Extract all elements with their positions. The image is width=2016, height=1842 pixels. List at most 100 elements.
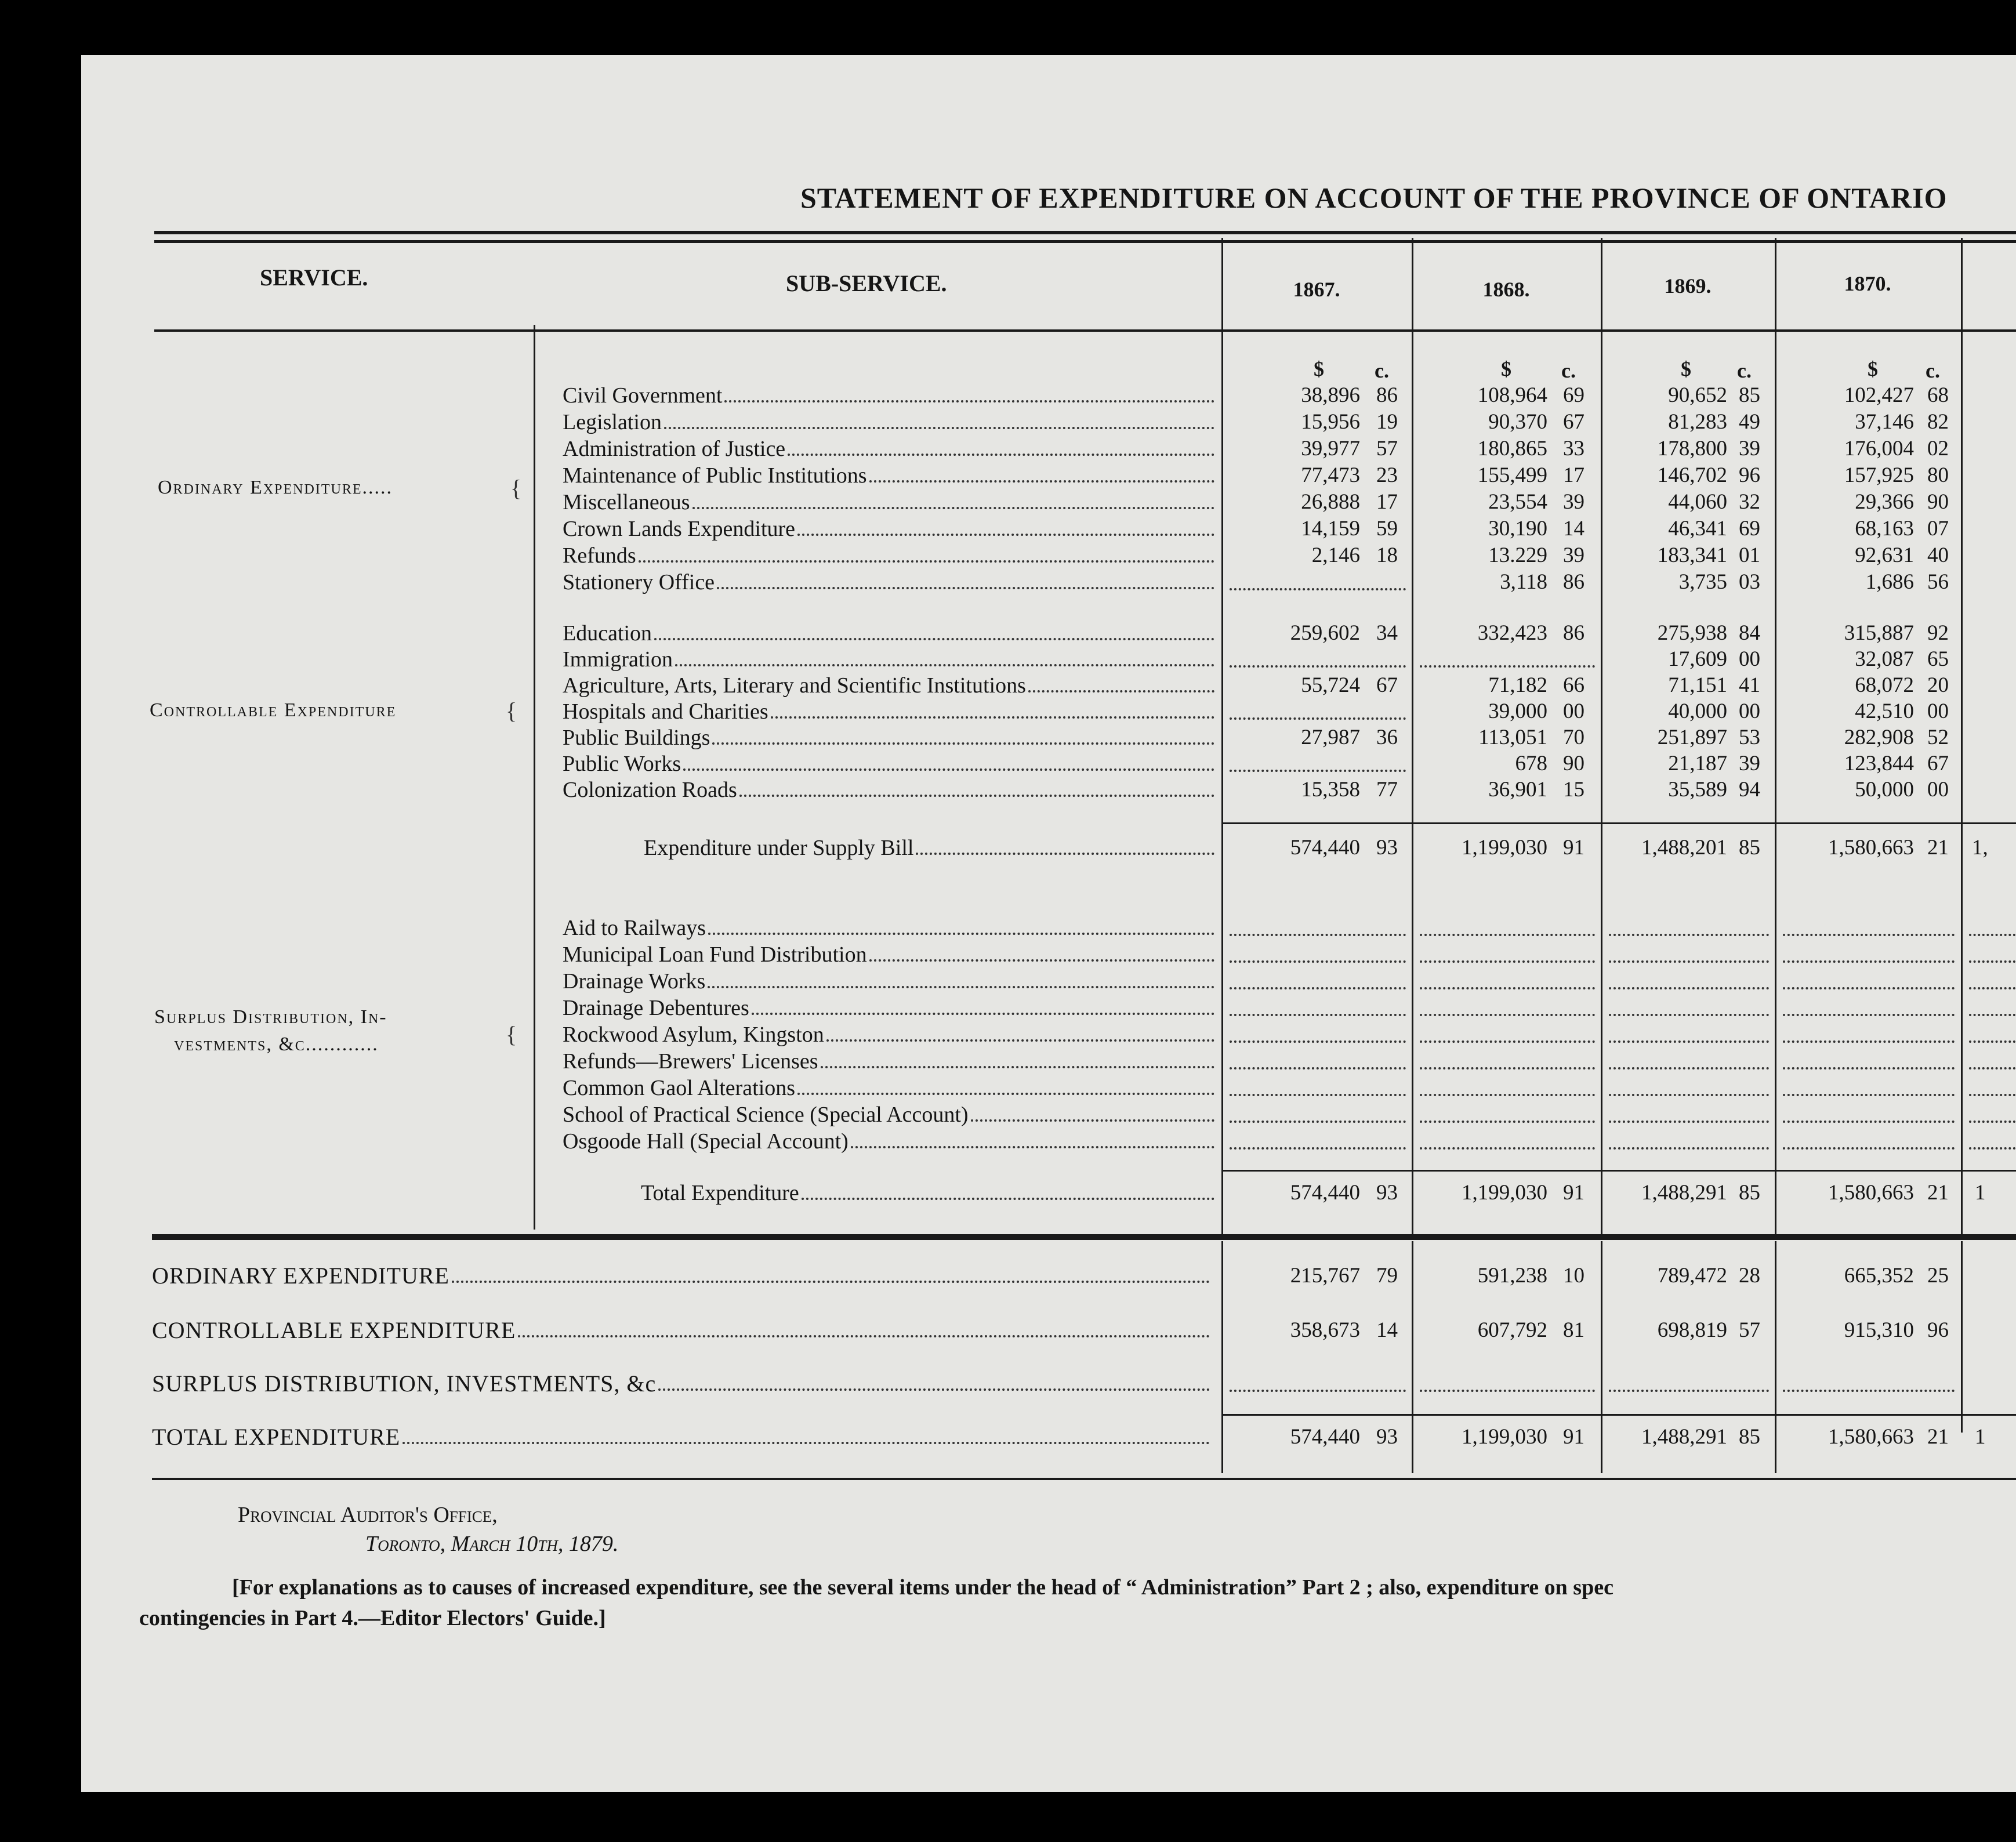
amount-dollars: 178,800 <box>1657 437 1727 460</box>
column-divider <box>1412 238 1413 1235</box>
amount-cents: 59 <box>1376 517 1398 541</box>
amount-dollars: 30,190 <box>1488 517 1547 541</box>
amount-cents: 00 <box>1739 647 1760 671</box>
amount-dollars: 50,000 <box>1855 778 1914 802</box>
amount-dollars: 3,118 <box>1500 570 1547 594</box>
sub-service-row: Refunds <box>563 543 1218 568</box>
partial-value: 1 <box>1975 1425 1986 1449</box>
amount-cents: 86 <box>1563 621 1584 645</box>
amount-cents: 81 <box>1563 1318 1584 1342</box>
sub-service-label: Crown Lands Expenditure <box>563 517 796 541</box>
sub-service-row: Common Gaol Alterations <box>563 1075 1218 1101</box>
amount-dollars: 23,554 <box>1488 490 1547 514</box>
explanatory-note-line2: contingencies in Part 4.—Editor Electors… <box>139 1606 606 1630</box>
amount-dollars: 251,897 <box>1657 726 1727 749</box>
dotted-leader <box>1028 673 1214 692</box>
dotted-leader-empty <box>1783 1040 1955 1043</box>
amount-dollars: 275,938 <box>1657 621 1727 645</box>
amount-dollars: 90,370 <box>1488 410 1547 434</box>
dotted-leader <box>692 489 1214 509</box>
amount-cents: 96 <box>1927 1318 1949 1342</box>
dotted-leader-empty <box>1783 987 1955 989</box>
column-divider <box>1601 1241 1602 1473</box>
brace-icon: { <box>506 1021 517 1047</box>
sub-service-label: Common Gaol Alterations <box>563 1076 796 1100</box>
header-year-1870: 1870. <box>1844 272 1891 295</box>
amount-dollars: 15,956 <box>1301 410 1360 434</box>
sub-service-label: Immigration <box>563 647 673 672</box>
amount-dollars: 1,686 <box>1865 570 1914 594</box>
dotted-leader-empty <box>1969 934 2015 936</box>
amount-cents: 82 <box>1927 410 1949 434</box>
sub-service-row: Hospitals and Charities <box>563 699 1218 724</box>
sub-service-label: Rockwood Asylum, Kingston <box>563 1022 824 1047</box>
amount-dollars: 2,146 <box>1311 543 1360 567</box>
dotted-leader <box>770 699 1214 719</box>
dotted-leader <box>717 570 1214 589</box>
amount-dollars: 14,159 <box>1301 517 1360 541</box>
amount-cents: 66 <box>1563 673 1584 697</box>
sub-service-row: Aid to Railways <box>563 915 1218 941</box>
dotted-leader <box>869 942 1214 962</box>
dotted-leader-empty <box>1230 934 1406 936</box>
amount-cents: 39 <box>1739 752 1760 775</box>
dotted-leader-empty <box>1230 770 1406 772</box>
amount-cents: 68 <box>1927 383 1949 407</box>
amount-cents: 57 <box>1376 437 1398 460</box>
amount-cents: 91 <box>1563 1181 1584 1205</box>
dollar-header: $ <box>1314 357 1324 380</box>
sub-service-label: Expenditure under Supply Bill <box>644 836 914 860</box>
sub-service-row: Stationery Office <box>563 570 1218 595</box>
sub-service-row: Colonization Roads <box>563 777 1218 803</box>
dotted-leader-empty <box>1420 1390 1595 1392</box>
amount-dollars: 1,199,030 <box>1462 1425 1547 1449</box>
sub-service-row: Public Buildings <box>563 725 1218 750</box>
column-divider <box>1412 1241 1413 1473</box>
dotted-leader <box>826 1022 1214 1042</box>
amount-cents: 39 <box>1563 490 1584 514</box>
summary-row: TOTAL EXPENDITURE <box>152 1423 1213 1451</box>
dotted-leader-empty <box>1609 1067 1769 1069</box>
dotted-leader-empty <box>1783 1121 1955 1123</box>
amount-dollars: 81,283 <box>1668 410 1727 434</box>
sub-service-label: Drainage Works <box>563 969 706 993</box>
amount-dollars: 176,004 <box>1844 437 1914 460</box>
amount-cents: 19 <box>1376 410 1398 434</box>
sub-service-label: Miscellaneous <box>563 490 690 514</box>
amount-cents: 53 <box>1739 726 1760 749</box>
amount-dollars: 665,352 <box>1844 1264 1914 1288</box>
dotted-leader-empty <box>1420 1067 1595 1069</box>
supply-bill-row: Expenditure under Supply Bill <box>644 835 1218 861</box>
amount-dollars: 183,341 <box>1657 543 1727 567</box>
amount-dollars: 1,488,291 <box>1641 1181 1727 1205</box>
amount-cents: 94 <box>1739 778 1760 802</box>
amount-dollars: 113,051 <box>1478 726 1547 749</box>
sub-service-label: Legislation <box>563 410 662 434</box>
dollar-header: $ <box>1681 357 1691 380</box>
sub-service-label: Civil Government <box>563 383 723 408</box>
summary-label: TOTAL EXPENDITURE <box>152 1424 401 1450</box>
amount-dollars: 26,888 <box>1301 490 1360 514</box>
dotted-leader-empty <box>1230 960 1406 963</box>
amount-dollars: 108,964 <box>1477 383 1547 407</box>
dotted-leader-empty <box>1230 588 1406 590</box>
amount-dollars: 180,865 <box>1477 437 1547 460</box>
service-label: vestments, &c............ <box>174 1034 379 1055</box>
sub-service-row: Osgoode Hall (Special Account) <box>563 1129 1218 1154</box>
dotted-leader-empty <box>1783 1067 1955 1069</box>
amount-dollars: 915,310 <box>1844 1318 1914 1342</box>
dotted-leader-empty <box>1420 987 1595 989</box>
dotted-leader-empty <box>1609 1147 1769 1150</box>
amount-dollars: 574,440 <box>1290 836 1360 860</box>
dotted-leader <box>451 1262 1210 1283</box>
dotted-leader <box>788 436 1214 456</box>
amount-dollars: 678 <box>1515 752 1548 775</box>
auditor-office: Provincial Auditor's Office, <box>238 1503 498 1527</box>
dotted-leader-empty <box>1230 1121 1406 1123</box>
amount-cents: 10 <box>1563 1264 1584 1288</box>
amount-dollars: 37,146 <box>1855 410 1914 434</box>
amount-dollars: 1,199,030 <box>1462 836 1547 860</box>
dotted-leader-empty <box>1609 1390 1769 1392</box>
amount-cents: 39 <box>1739 437 1760 460</box>
amount-dollars: 358,673 <box>1290 1318 1360 1342</box>
